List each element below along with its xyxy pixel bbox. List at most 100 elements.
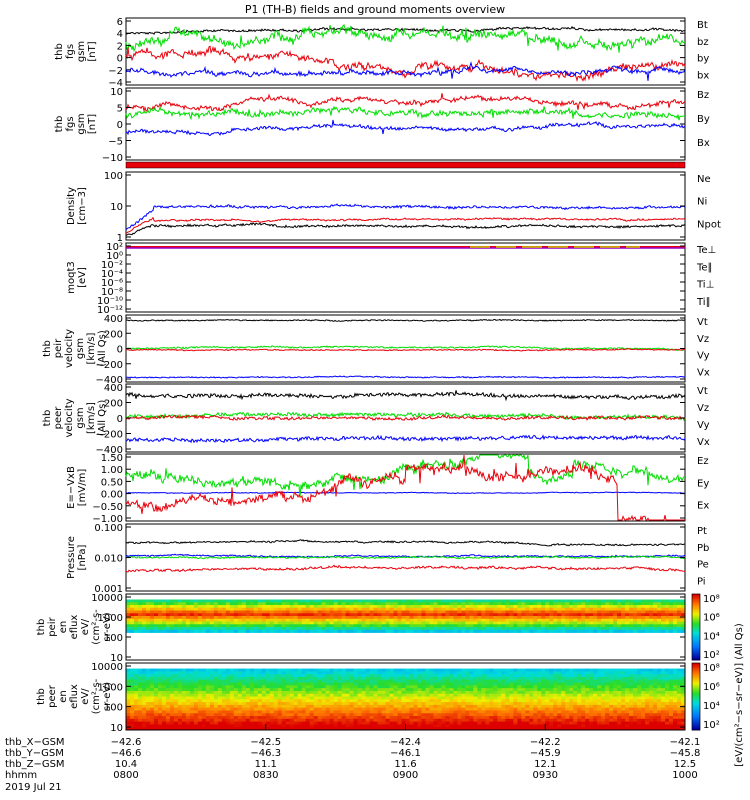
spectrogram-cell (669, 613, 674, 617)
spectrogram-cell (249, 718, 255, 723)
spectrogram-cell (313, 668, 319, 672)
spectrogram-cell (213, 629, 219, 633)
spectrogram-cell (165, 607, 171, 611)
spectrogram-cell (361, 624, 366, 628)
spectrogram-cell (561, 671, 566, 675)
spectrogram-cell (249, 671, 255, 675)
spectrogram-cell (133, 718, 139, 723)
spectrogram-cell (249, 713, 255, 717)
spectrogram-cell (665, 599, 670, 603)
spectrogram-cell (133, 668, 139, 672)
spectrogram-cell (529, 602, 534, 606)
legend-entry: Bz (697, 90, 709, 101)
spectrogram-cell (445, 613, 450, 617)
spectrogram-cell (337, 599, 343, 603)
spectrogram-cell (126, 707, 131, 711)
spectrogram-cell (309, 682, 315, 686)
spectrogram-cell (349, 618, 354, 622)
spectrogram-cell (237, 624, 243, 628)
spectrogram-cell (469, 679, 474, 683)
spectrogram-cell (541, 627, 546, 631)
spectrogram-cell (205, 602, 211, 606)
spectrogram-cell (337, 704, 343, 709)
spectrogram-cell (417, 685, 422, 689)
spectrogram-cell (489, 727, 494, 731)
spectrogram-cell (197, 682, 203, 686)
spectrogram-cell (633, 621, 638, 625)
spectrogram-cell (577, 607, 582, 611)
spectrogram-cell (133, 713, 139, 717)
spectrogram-cell (361, 710, 366, 714)
spectrogram-cell (545, 696, 550, 700)
spectrogram-cell (441, 599, 446, 603)
spectrogram-cell (421, 616, 426, 620)
spectrogram-cell (133, 688, 139, 692)
spectrogram-cell (493, 621, 498, 625)
spectrogram-cell (193, 602, 199, 606)
series-line-vx-i (125, 375, 686, 379)
spectrogram-cell (649, 605, 654, 609)
spectrogram-cell (393, 713, 398, 717)
spectrogram-cell (641, 696, 646, 700)
spectrogram-cell (329, 627, 335, 631)
spectrogram-cell (661, 618, 666, 622)
spectrogram-cell (309, 676, 315, 681)
spectrogram-cell (141, 690, 147, 695)
spectrogram-cell (637, 621, 642, 625)
spectrogram-cell (589, 605, 594, 609)
spectrogram-cell (633, 629, 638, 633)
spectrogram-cell (301, 682, 307, 686)
spectrogram-cell (177, 727, 183, 731)
spectrogram-cell (601, 704, 606, 709)
spectrogram-cell (249, 690, 255, 695)
spectrogram-cell (373, 690, 378, 695)
spectrogram-cell (229, 718, 235, 723)
spectrogram-cell (189, 713, 195, 717)
spectrogram-cell (409, 690, 414, 695)
spectrogram-cell (501, 676, 506, 681)
spectrogram-cell (633, 624, 638, 628)
spectrogram-cell (357, 618, 362, 622)
spectrogram-cell (177, 713, 183, 717)
spectrogram-cell (205, 682, 211, 686)
spectrogram-cell (385, 624, 390, 628)
spectrogram-cell (413, 605, 418, 609)
spectrogram-cell (453, 685, 458, 689)
spectrogram-cell (209, 621, 215, 625)
spectrogram-cell (221, 671, 227, 675)
spectrogram-cell (621, 713, 626, 717)
spectrogram-cell (645, 693, 650, 697)
red-strip (125, 161, 686, 169)
spectrogram-cell (657, 707, 662, 711)
spectrogram-cell (305, 707, 311, 711)
spectrogram-cell (545, 613, 550, 617)
spectrogram-cell (201, 676, 207, 681)
spectrogram-cell (561, 676, 566, 681)
spectrogram-cell (337, 713, 343, 717)
spectrogram-cell (313, 721, 319, 725)
spectrogram-cell (317, 716, 323, 720)
spectrogram-cell (441, 618, 446, 622)
spectrogram-cell (501, 605, 506, 609)
spectrogram-cell (505, 613, 510, 617)
spectrogram-cell (313, 690, 319, 695)
spectrogram-cell (581, 668, 586, 672)
spectrogram-cell (549, 616, 554, 620)
spectrogram-cell (401, 693, 406, 697)
spectrogram-cell (293, 605, 299, 609)
spectrogram-cell (437, 713, 442, 717)
spectrogram-cell (309, 599, 315, 603)
spectrogram-cell (613, 707, 618, 711)
spectrogram-cell (129, 610, 135, 614)
spectrogram-cell (321, 605, 327, 609)
spectrogram-cell (341, 607, 346, 611)
spectrogram-cell (173, 718, 179, 723)
spectrogram-cell (625, 710, 630, 714)
spectrogram-cell (397, 674, 402, 678)
spectrogram-cell (649, 704, 654, 709)
spectrogram-cell (217, 710, 223, 714)
spectrogram-cell (573, 671, 578, 675)
spectrogram-cell (349, 724, 354, 728)
spectrogram-cell (313, 693, 319, 697)
spectrogram-cell (373, 602, 378, 606)
